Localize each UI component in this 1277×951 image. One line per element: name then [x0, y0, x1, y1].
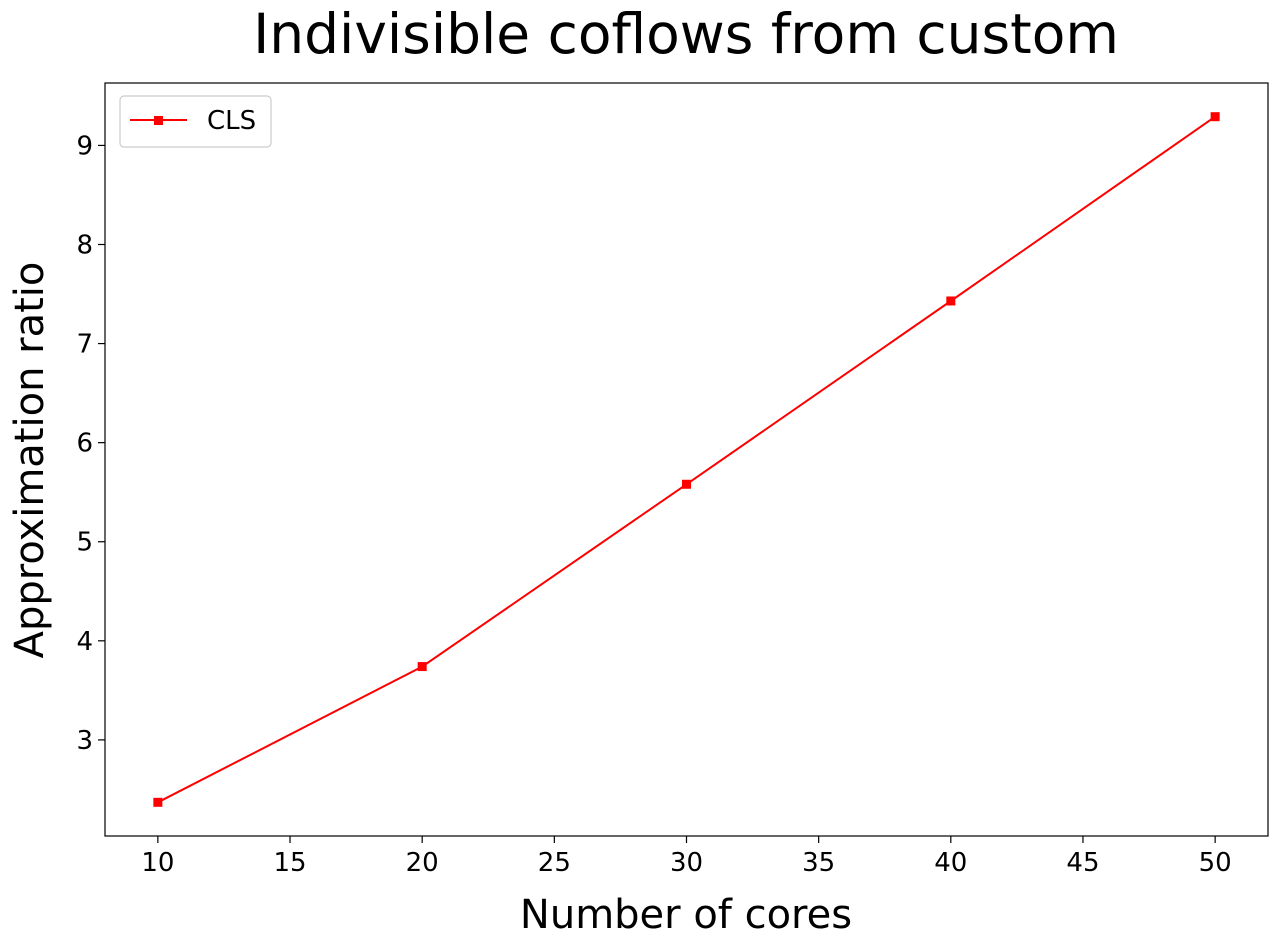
- data-point-marker: [1210, 112, 1220, 122]
- y-tick-label: 3: [76, 726, 93, 756]
- x-axis-label: Number of cores: [520, 892, 852, 938]
- x-tick-label: 15: [273, 848, 306, 878]
- x-tick-label: 40: [934, 848, 967, 878]
- data-point-marker: [153, 797, 163, 807]
- data-point-marker: [946, 296, 956, 306]
- x-tick-label: 45: [1066, 848, 1099, 878]
- y-axis-label: Approximation ratio: [7, 262, 53, 659]
- x-tick-label: 25: [538, 848, 571, 878]
- y-tick-label: 8: [76, 230, 93, 260]
- series-line-cls: [157, 115, 1216, 804]
- plot-area: [104, 82, 1269, 837]
- y-tick-label: 5: [76, 528, 93, 558]
- y-tick-label: 6: [76, 429, 93, 459]
- legend: CLS: [119, 95, 272, 148]
- data-point-marker: [682, 479, 691, 489]
- x-tick-label: 50: [1199, 848, 1232, 878]
- y-tick-label: 4: [76, 627, 93, 657]
- x-tick-label: 10: [141, 848, 174, 878]
- x-tick-label: 30: [670, 848, 703, 878]
- x-tick-label: 35: [802, 848, 835, 878]
- y-tick-label: 9: [76, 131, 93, 161]
- x-axis: 10 15 20 25 30 35 40 45 50: [141, 836, 1232, 878]
- chart-title: Indivisible coflows from custom: [253, 2, 1119, 66]
- legend-box: [119, 95, 272, 148]
- series-layer: [153, 112, 1220, 807]
- data-point-marker: [417, 662, 427, 672]
- legend-label: CLS: [207, 106, 256, 136]
- y-axis: 3 4 5 6 7 8 9: [76, 131, 105, 756]
- y-tick-label: 7: [76, 330, 93, 360]
- legend-marker: [154, 116, 163, 125]
- x-tick-label: 20: [406, 848, 439, 878]
